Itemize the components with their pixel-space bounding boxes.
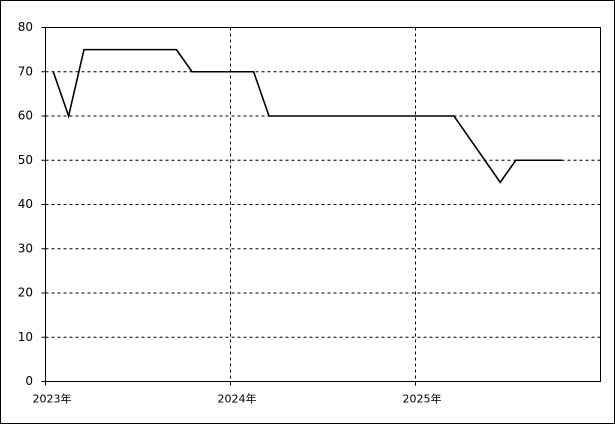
- y-tick-label: 50: [18, 153, 33, 167]
- y-tick-label: 60: [18, 109, 33, 123]
- y-tick-label: 70: [18, 64, 33, 78]
- x-tick-label: 2024年: [218, 392, 257, 406]
- y-tick-label: 20: [18, 286, 33, 300]
- line-series: [52, 48, 563, 184]
- plot-layer: [52, 48, 563, 184]
- y-tick-label: 80: [18, 20, 33, 34]
- x-tick-label: 2025年: [403, 392, 442, 406]
- y-tick-label: 30: [18, 241, 33, 255]
- y-tick-label: 10: [18, 330, 33, 344]
- y-tick-label: 40: [18, 197, 33, 211]
- x-tick-label: 2023年: [33, 392, 72, 406]
- y-tick-label: 0: [25, 374, 33, 388]
